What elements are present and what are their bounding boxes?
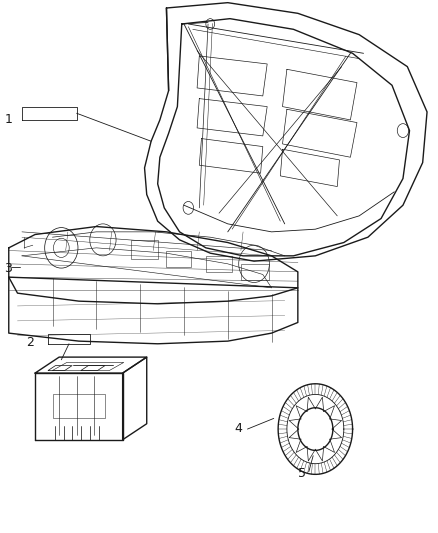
Text: 1: 1	[4, 112, 12, 126]
Text: 4: 4	[234, 422, 242, 435]
Text: 5: 5	[298, 467, 306, 480]
Text: 3: 3	[4, 262, 12, 275]
Text: 2: 2	[26, 336, 34, 350]
